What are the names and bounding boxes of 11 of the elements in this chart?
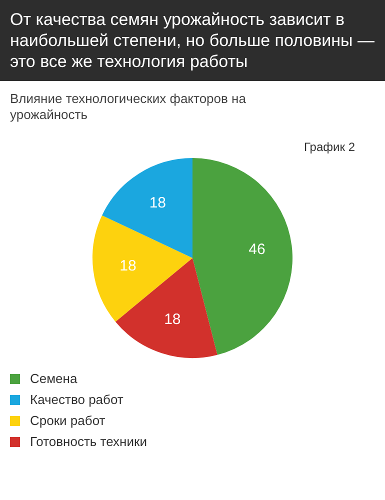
legend-label: Готовность техники xyxy=(30,434,147,449)
text: График 2 xyxy=(304,140,355,154)
legend-label: Семена xyxy=(30,371,78,386)
legend-label: Сроки работ xyxy=(30,413,106,428)
data-label: 18 xyxy=(149,194,166,212)
chart-title: От качества семян урожайность зависит в наибольшей степени, но больше половины — это все же технология работы xyxy=(0,0,385,81)
data-label: 18 xyxy=(120,257,136,274)
data-label: 46 xyxy=(248,240,266,258)
chart-subtitle: Влияние технологических факторов на урожайность xyxy=(10,91,247,123)
data-label: 18 xyxy=(164,310,181,328)
legend-label: Качество работ xyxy=(30,392,124,407)
